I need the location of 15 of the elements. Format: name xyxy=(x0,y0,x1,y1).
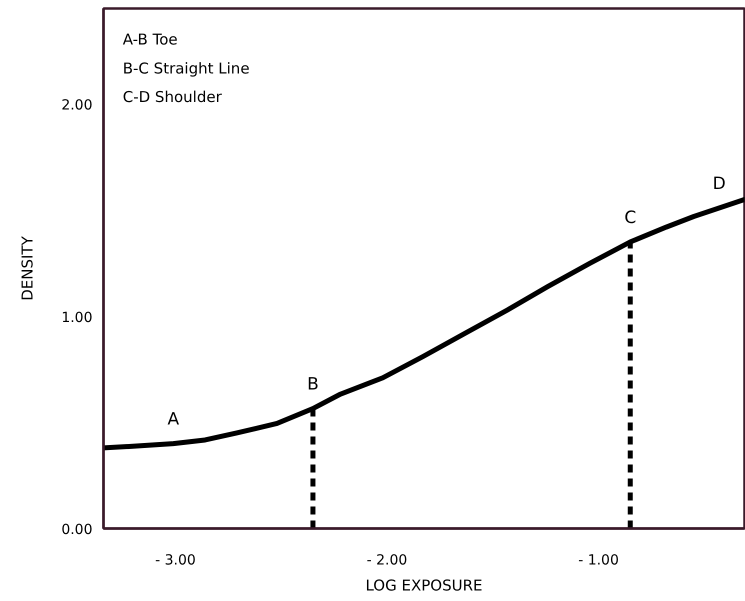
x-axis-title: LOG EXPOSURE xyxy=(365,576,483,594)
x-tick-label: - 2.00 xyxy=(366,552,408,568)
annotation: C-D Shoulder xyxy=(122,88,223,106)
y-tick-label: 1.00 xyxy=(61,310,92,326)
annotation: A xyxy=(167,410,180,430)
annotation: A-B Toe xyxy=(122,30,178,49)
annotation: B xyxy=(307,374,319,395)
annotation: D xyxy=(712,174,726,194)
annotation: C xyxy=(624,208,636,228)
y-axis-title: DENSITY xyxy=(18,235,36,301)
x-tick-label: - 3.00 xyxy=(155,552,196,568)
y-tick-label: 2.00 xyxy=(61,98,92,114)
annotation: B-C Straight Line xyxy=(122,59,250,78)
x-tick-label: - 1.00 xyxy=(578,552,619,568)
y-tick-label: 0.00 xyxy=(61,522,92,538)
